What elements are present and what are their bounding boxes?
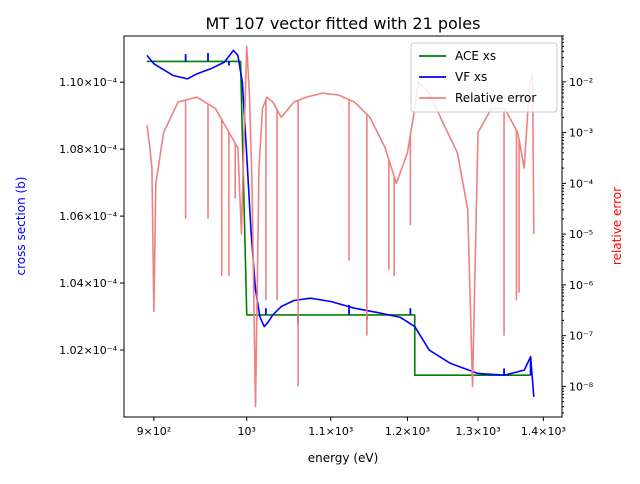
plot-area-frame	[123, 35, 563, 418]
series-2-line	[146, 45, 535, 408]
legend: ACE xs VF xs Relative error	[410, 42, 558, 113]
x-tick-label-4: 1.3×10³	[455, 425, 500, 438]
y-right-tick-label-2: 10⁻⁶	[569, 279, 594, 292]
x-tick-label-3: 1.2×10³	[385, 425, 430, 438]
y-axis-right: 10⁻⁸ 10⁻⁷ 10⁻⁶ 10⁻⁵ 10⁻⁴ 10⁻³ 10⁻²	[562, 35, 594, 414]
vf-xs-layer	[146, 49, 535, 397]
series-1-line	[146, 49, 535, 397]
y-left-tick-label-0: 1.02×10⁻⁴	[59, 344, 118, 357]
x-tick-label-0: 9×10²	[137, 425, 172, 438]
x-tick-label-1: 10³	[238, 425, 256, 438]
y-right-tick-label-5: 10⁻³	[569, 127, 593, 140]
x-axis-label: energy (eV)	[308, 451, 379, 465]
x-tick-label-5: 1.4×10³	[521, 425, 566, 438]
y-axis-left: 1.02×10⁻⁴ 1.04×10⁻⁴ 1.06×10⁻⁴ 1.08×10⁻⁴ 1.10…	[59, 76, 124, 357]
y-right-tick-label-6: 10⁻²	[569, 76, 593, 89]
x-axis: 9×10² 10³ 1.1×10³ 1.2×10³ 1.3×10³ 1.4×10³	[137, 417, 566, 438]
x-tick-label-2: 1.1×10³	[308, 425, 353, 438]
y-right-tick-label-0: 10⁻⁸	[569, 380, 594, 393]
relative-error-layer	[146, 45, 535, 408]
legend-label-vf: VF xs	[455, 70, 487, 84]
y-left-tick-label-4: 1.10×10⁻⁴	[59, 76, 118, 89]
y-axis-right-label: relative error	[610, 187, 624, 265]
y-right-tick-label-3: 10⁻⁵	[569, 228, 593, 241]
y-left-tick-label-1: 1.04×10⁻⁴	[59, 277, 118, 290]
y-axis-left-label: cross section (b)	[14, 177, 28, 276]
y-right-tick-label-4: 10⁻⁴	[569, 177, 594, 190]
legend-label-error: Relative error	[455, 91, 536, 105]
legend-box	[410, 42, 558, 113]
y-right-tick-label-1: 10⁻⁷	[569, 330, 593, 343]
chart-title: MT 107 vector fitted with 21 poles	[206, 14, 481, 33]
legend-label-ace: ACE xs	[455, 49, 496, 63]
y-left-tick-label-3: 1.08×10⁻⁴	[59, 143, 118, 156]
y-left-tick-label-2: 1.06×10⁻⁴	[59, 210, 118, 223]
